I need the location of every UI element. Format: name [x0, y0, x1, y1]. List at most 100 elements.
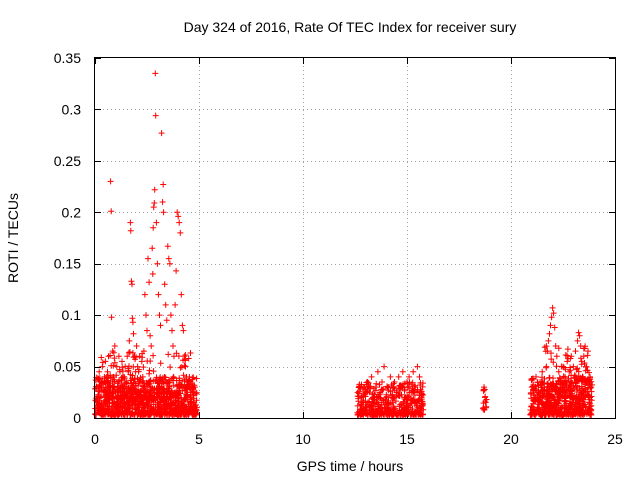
- chart-title: Day 324 of 2016, Rate Of TEC Index for r…: [184, 19, 517, 35]
- data-point: [117, 406, 123, 413]
- data-point: [164, 243, 171, 250]
- data-point: [121, 394, 128, 401]
- data-point: [574, 337, 581, 344]
- data-point: [126, 349, 133, 355]
- data-point: [126, 408, 133, 415]
- data-point: [179, 322, 186, 329]
- data-point: [114, 379, 121, 385]
- data-point: [154, 399, 161, 406]
- data-point: [383, 394, 390, 401]
- data-point: [193, 397, 200, 404]
- data-point: [560, 386, 567, 393]
- data-point: [399, 404, 406, 411]
- data-point: [530, 394, 537, 401]
- data-point: [406, 373, 413, 380]
- data-point: [538, 400, 545, 407]
- data-point: [539, 368, 546, 375]
- data-point: [567, 378, 574, 385]
- data-point: [191, 404, 198, 411]
- data-point: [138, 411, 145, 417]
- data-point: [121, 399, 128, 406]
- data-point: [101, 373, 108, 380]
- data-point: [136, 353, 143, 360]
- data-point: [150, 406, 157, 413]
- data-point: [585, 348, 591, 355]
- data-point: [192, 407, 199, 414]
- data-point: [152, 377, 159, 384]
- data-point: [125, 404, 132, 411]
- data-point: [117, 368, 123, 375]
- data-point: [384, 383, 390, 390]
- data-point: [582, 381, 589, 388]
- x-tick-label: 5: [195, 431, 203, 447]
- data-point: [98, 379, 105, 385]
- y-tick-label: 0.35: [54, 50, 81, 66]
- data-point: [377, 394, 384, 401]
- data-point: [387, 373, 394, 380]
- data-point: [161, 394, 167, 401]
- data-point: [155, 291, 162, 298]
- data-point: [580, 353, 587, 360]
- data-point: [174, 400, 181, 407]
- data-point: [544, 348, 551, 355]
- data-point: [157, 360, 164, 367]
- data-point: [175, 381, 182, 388]
- data-point: [541, 375, 548, 382]
- data-point: [156, 312, 163, 319]
- data-point: [189, 389, 196, 396]
- data-point: [548, 314, 555, 321]
- data-point: [183, 406, 190, 413]
- data-point: [572, 373, 579, 380]
- data-point: [564, 358, 571, 365]
- data-point: [363, 407, 370, 414]
- data-point: [98, 384, 105, 391]
- data-point: [537, 392, 544, 399]
- data-point: [393, 389, 400, 396]
- data-point: [552, 343, 559, 349]
- data-point: [575, 329, 582, 336]
- data-point: [528, 411, 535, 418]
- data-point: [557, 387, 564, 394]
- data-point: [373, 411, 379, 418]
- data-point: [533, 373, 539, 380]
- data-point: [545, 403, 552, 410]
- data-point: [560, 363, 566, 370]
- data-point: [146, 402, 153, 409]
- data-point: [149, 245, 156, 252]
- data-point: [412, 384, 419, 391]
- data-point: [105, 406, 112, 413]
- data-point: [165, 385, 172, 392]
- data-point: [167, 401, 174, 408]
- data-point: [122, 400, 128, 407]
- data-point: [112, 389, 119, 396]
- data-point: [564, 352, 571, 359]
- data-point: [170, 343, 176, 349]
- data-point: [537, 379, 544, 385]
- data-point: [551, 411, 557, 418]
- data-point: [133, 343, 140, 349]
- data-point: [483, 404, 489, 411]
- data-point: [561, 364, 567, 371]
- data-point: [165, 351, 172, 358]
- data-point: [588, 402, 595, 409]
- data-point: [161, 281, 168, 288]
- data-point: [555, 402, 562, 409]
- data-point: [187, 399, 194, 406]
- data-point: [149, 271, 156, 277]
- data-point: [541, 384, 548, 391]
- data-point: [182, 363, 189, 370]
- data-point: [360, 384, 367, 391]
- data-point: [404, 409, 411, 416]
- data-point: [149, 385, 156, 392]
- data-point: [374, 368, 381, 375]
- data-point: [557, 381, 563, 388]
- data-point: [99, 411, 106, 418]
- data-point: [92, 397, 99, 404]
- data-point: [185, 355, 192, 362]
- data-point: [587, 373, 593, 380]
- data-point: [187, 350, 194, 356]
- data-point: [546, 330, 553, 337]
- data-point: [170, 377, 177, 384]
- data-point: [528, 384, 535, 391]
- data-point: [131, 376, 138, 383]
